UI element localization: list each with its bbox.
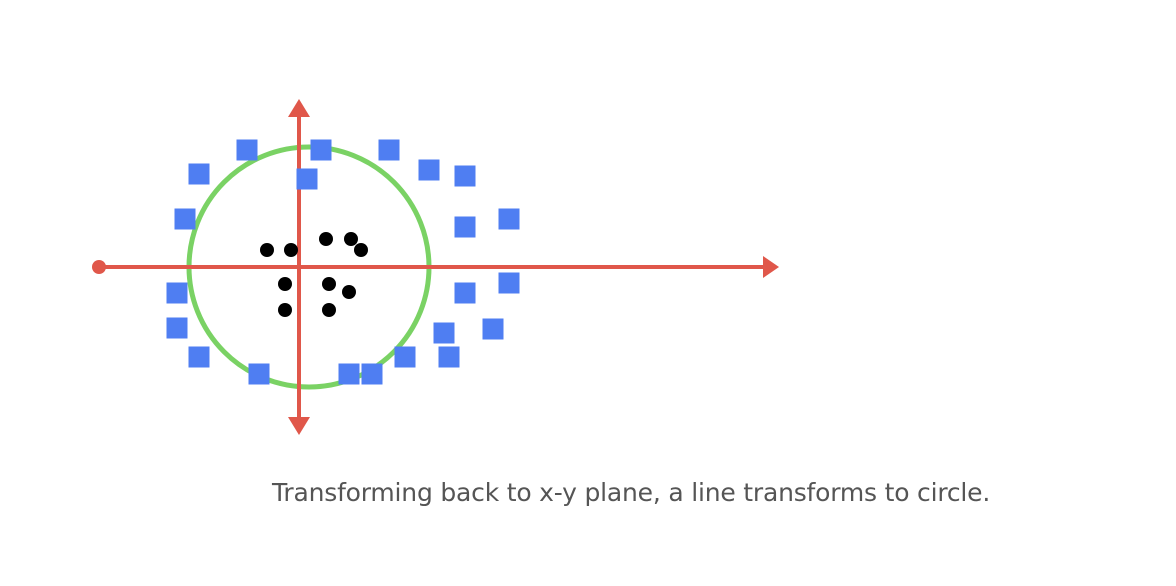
inner-point-10 — [322, 303, 336, 317]
inner-point-7 — [322, 277, 336, 291]
outer-point-11 — [454, 282, 476, 304]
x-axis-origin-dot — [92, 260, 106, 274]
outer-point-18 — [394, 346, 416, 368]
inner-point-3 — [319, 232, 333, 246]
outer-point-17 — [296, 168, 318, 190]
outer-point-13 — [166, 317, 188, 339]
outer-point-12 — [498, 272, 520, 294]
outer-point-6 — [454, 165, 476, 187]
outer-point-21 — [338, 363, 360, 385]
axis-layer — [92, 99, 779, 435]
y-axis-arrowhead-down — [288, 417, 310, 435]
points-layer — [166, 139, 520, 385]
inner-point-1 — [260, 243, 274, 257]
outer-point-4 — [188, 163, 210, 185]
outer-point-19 — [438, 346, 460, 368]
outer-point-15 — [482, 318, 504, 340]
outer-point-14 — [433, 322, 455, 344]
inner-point-2 — [284, 243, 298, 257]
outer-point-16 — [188, 346, 210, 368]
inner-point-5 — [354, 243, 368, 257]
inner-point-6 — [278, 277, 292, 291]
outer-point-5 — [418, 159, 440, 181]
outer-point-20 — [248, 363, 270, 385]
outer-point-10 — [166, 282, 188, 304]
outer-point-9 — [498, 208, 520, 230]
outer-point-1 — [236, 139, 258, 161]
inner-point-4 — [344, 232, 358, 246]
inner-point-8 — [342, 285, 356, 299]
outer-point-7 — [174, 208, 196, 230]
x-axis-arrowhead — [763, 256, 779, 278]
outer-point-8 — [454, 216, 476, 238]
outer-point-22 — [361, 363, 383, 385]
inner-point-9 — [278, 303, 292, 317]
y-axis-arrowhead-up — [288, 99, 310, 117]
outer-point-3 — [378, 139, 400, 161]
outer-point-2 — [310, 139, 332, 161]
figure-caption: Transforming back to x-y plane, a line t… — [272, 478, 991, 507]
